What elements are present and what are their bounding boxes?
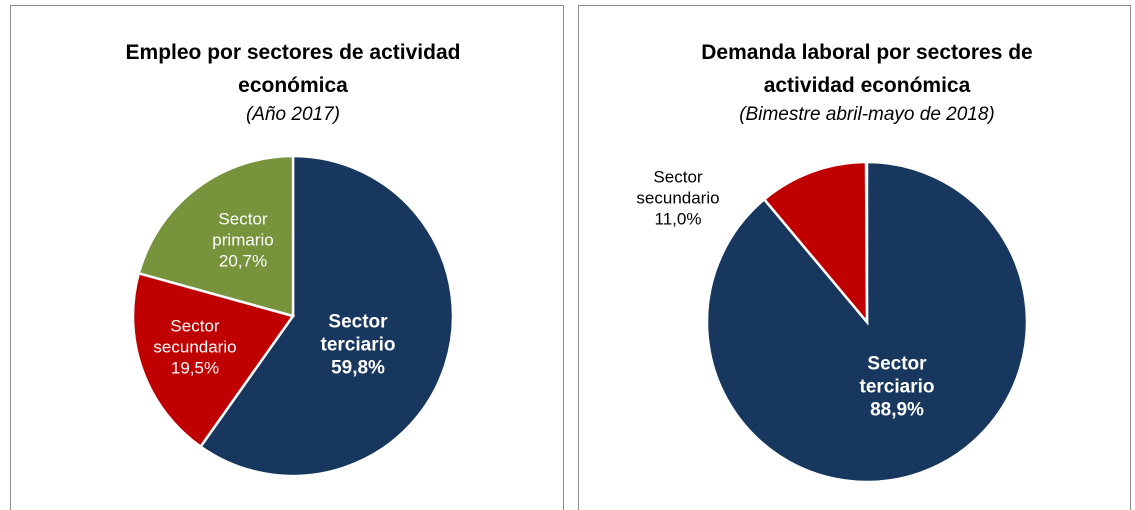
slice-label: Sector terciario 59,8% — [313, 311, 403, 380]
pie-slice — [137, 154, 295, 318]
chart-title: Empleo por sectores de actividad económi… — [125, 41, 461, 97]
pie-slice — [762, 160, 869, 326]
value-label: 59,8% — [331, 357, 385, 379]
pie-slice — [198, 154, 455, 478]
value-label: 88,9% — [870, 399, 924, 421]
slice-label: Sector terciario 88,9% — [852, 353, 942, 422]
chart-panel — [578, 5, 1131, 510]
slice-label: Sector secundario 19,5% — [145, 316, 245, 379]
category-label: Sector secundario — [636, 167, 720, 208]
category-label: Sector terciario — [320, 311, 396, 356]
value-label: 19,5% — [170, 358, 220, 378]
category-label: Sector terciario — [859, 353, 935, 398]
slice-label: Sector secundario 11,0% — [628, 167, 728, 230]
slice-label: Sector primario 20,7% — [193, 209, 293, 272]
category-label: Sector secundario — [153, 316, 237, 357]
chart-title: Demanda laboral por sectores de activida… — [701, 41, 1033, 97]
value-label: 20,7% — [218, 251, 268, 271]
chart-panel — [10, 5, 564, 510]
pie-slice — [131, 271, 296, 449]
chart-subtitle: (Bimestre abril-mayo de 2018) — [739, 104, 995, 125]
category-label: Sector primario — [212, 209, 274, 250]
value-label: 11,0% — [654, 209, 702, 229]
chart-subtitle: (Año 2017) — [245, 104, 340, 125]
